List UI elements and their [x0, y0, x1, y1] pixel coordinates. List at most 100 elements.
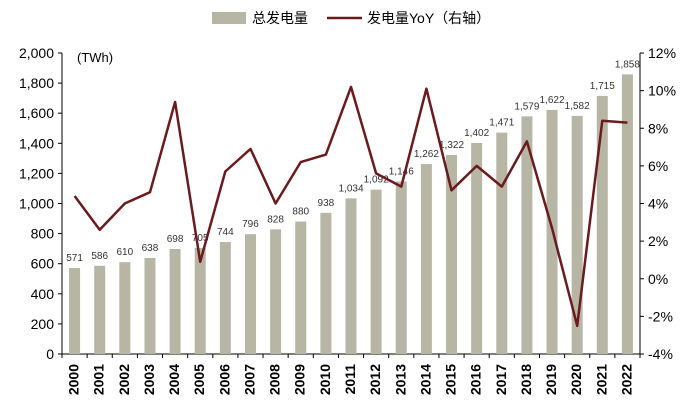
y-right-tick-label: -2% [648, 308, 673, 324]
bar-data-label: 938 [318, 198, 335, 209]
legend-bar-label: 总发电量 [252, 10, 308, 26]
bar-data-label: 705 [192, 233, 209, 244]
x-tick-label: 2014 [417, 364, 433, 395]
bar [496, 132, 508, 354]
bar [395, 181, 407, 354]
y-left-tick-label: 1,800 [19, 75, 54, 91]
bar [471, 142, 483, 354]
bar-data-label: 1,322 [439, 140, 464, 151]
bar [320, 212, 332, 354]
y-right-tick-label: 4% [648, 196, 668, 212]
legend-line-label: 发电量YoY（右轴） [367, 10, 490, 26]
x-tick-label: 2021 [593, 364, 609, 395]
bar [194, 247, 206, 354]
y-left-tick-label: 1,400 [19, 135, 54, 151]
bar-data-label: 1,146 [389, 167, 414, 178]
bar-data-label: 1,579 [514, 101, 539, 112]
bar-data-label: 1,622 [540, 95, 565, 106]
x-tick-label: 2020 [568, 364, 584, 395]
bar-data-label: 1,034 [338, 183, 363, 194]
y-right-tick-label: 6% [648, 158, 668, 174]
bar [295, 221, 307, 354]
y-right-tick-label: 10% [648, 83, 676, 99]
bar [219, 242, 231, 354]
bar-data-label: 1,471 [489, 118, 514, 129]
bar-data-label: 571 [66, 253, 83, 264]
bar [94, 265, 106, 354]
bar [144, 257, 156, 354]
x-tick-label: 2000 [66, 364, 82, 395]
y-left-tick-label: 800 [31, 226, 55, 242]
yoy-line [73, 85, 628, 328]
bar [420, 164, 432, 354]
bar-data-label: 638 [142, 243, 159, 254]
x-tick-label: 2010 [317, 364, 333, 395]
bar-data-label: 796 [242, 219, 259, 230]
bar [571, 115, 583, 354]
bar-data-label: 698 [167, 234, 184, 245]
bar-data-label: 1,402 [464, 128, 489, 139]
x-tick-label: 2007 [241, 364, 257, 395]
y-left-tick-label: 400 [31, 286, 55, 302]
x-tick-label: 2009 [292, 364, 308, 395]
bar [119, 262, 131, 354]
x-tick-label: 2018 [518, 364, 534, 395]
x-tick-label: 2004 [166, 364, 182, 395]
x-tick-label: 2011 [342, 364, 358, 395]
y-left-tick-labels: 0 200 400 600 800 1,000 1,200 1,400 1,600 1,800 2,… [19, 45, 62, 362]
y-left-tick-label: 0 [46, 346, 54, 362]
x-tick-label: 2005 [191, 364, 207, 395]
bar-data-label: 1,582 [565, 101, 590, 112]
x-tick-label: 2019 [543, 364, 559, 395]
x-tick-label: 2016 [468, 364, 484, 395]
y-right-tick-label: 2% [648, 233, 668, 249]
y-left-tick-label: 600 [31, 256, 55, 272]
x-tick-label: 2013 [392, 364, 408, 395]
y-left-tick-label: 1,000 [19, 196, 54, 212]
y-right-tick-label: 12% [648, 45, 676, 61]
y-right-tick-label: 8% [648, 120, 668, 136]
x-tick-label: 2008 [267, 364, 283, 395]
bar [169, 248, 181, 354]
x-tick-labels: 2000 2001 2002 2003 2004 2005 2006 2007 2008 2009… [61, 354, 641, 395]
y-left-tick-label: 200 [31, 316, 55, 332]
y-right-tick-label: -4% [648, 346, 673, 362]
unit-label: (TWh) [77, 50, 113, 65]
bar [370, 189, 382, 354]
y-left-tick-label: 2,000 [19, 45, 54, 61]
bar-data-label: 1,715 [590, 81, 615, 92]
x-tick-label: 2006 [216, 364, 232, 395]
y-left-tick-label: 1,600 [19, 105, 54, 121]
line-layer [73, 85, 628, 328]
bar [244, 234, 256, 354]
bar-data-label: 1,858 [615, 59, 640, 70]
y-left-tick-label: 1,200 [19, 165, 54, 181]
legend: 总发电量 发电量YoY（右轴） [212, 10, 490, 26]
bar [270, 229, 282, 354]
x-tick-label: 2012 [367, 364, 383, 395]
x-tick-label: 2022 [618, 364, 634, 395]
bar-data-label: 1,092 [364, 175, 389, 186]
bar-data-label: 744 [217, 227, 234, 238]
x-tick-label: 2003 [141, 364, 157, 395]
x-tick-label: 2015 [443, 364, 459, 395]
y-right-tick-label: 0% [648, 271, 668, 287]
bar-data-label: 1,262 [414, 149, 439, 160]
x-tick-label: 2002 [116, 364, 132, 395]
bar [345, 198, 357, 354]
bar-data-label: 880 [292, 207, 309, 218]
bar [596, 95, 608, 354]
x-tick-label: 2001 [91, 364, 107, 395]
y-right-tick-labels: -4% -2% 0% 2% 4% 6% 8% 10% 12% [640, 45, 676, 362]
bar-data-label: 586 [91, 251, 108, 262]
bars [69, 74, 633, 354]
x-tick-label: 2017 [493, 364, 509, 395]
bar [621, 74, 633, 354]
bar [521, 116, 533, 354]
bar-data-label: 828 [267, 214, 284, 225]
bar [69, 268, 81, 354]
legend-bar-swatch [212, 12, 246, 24]
